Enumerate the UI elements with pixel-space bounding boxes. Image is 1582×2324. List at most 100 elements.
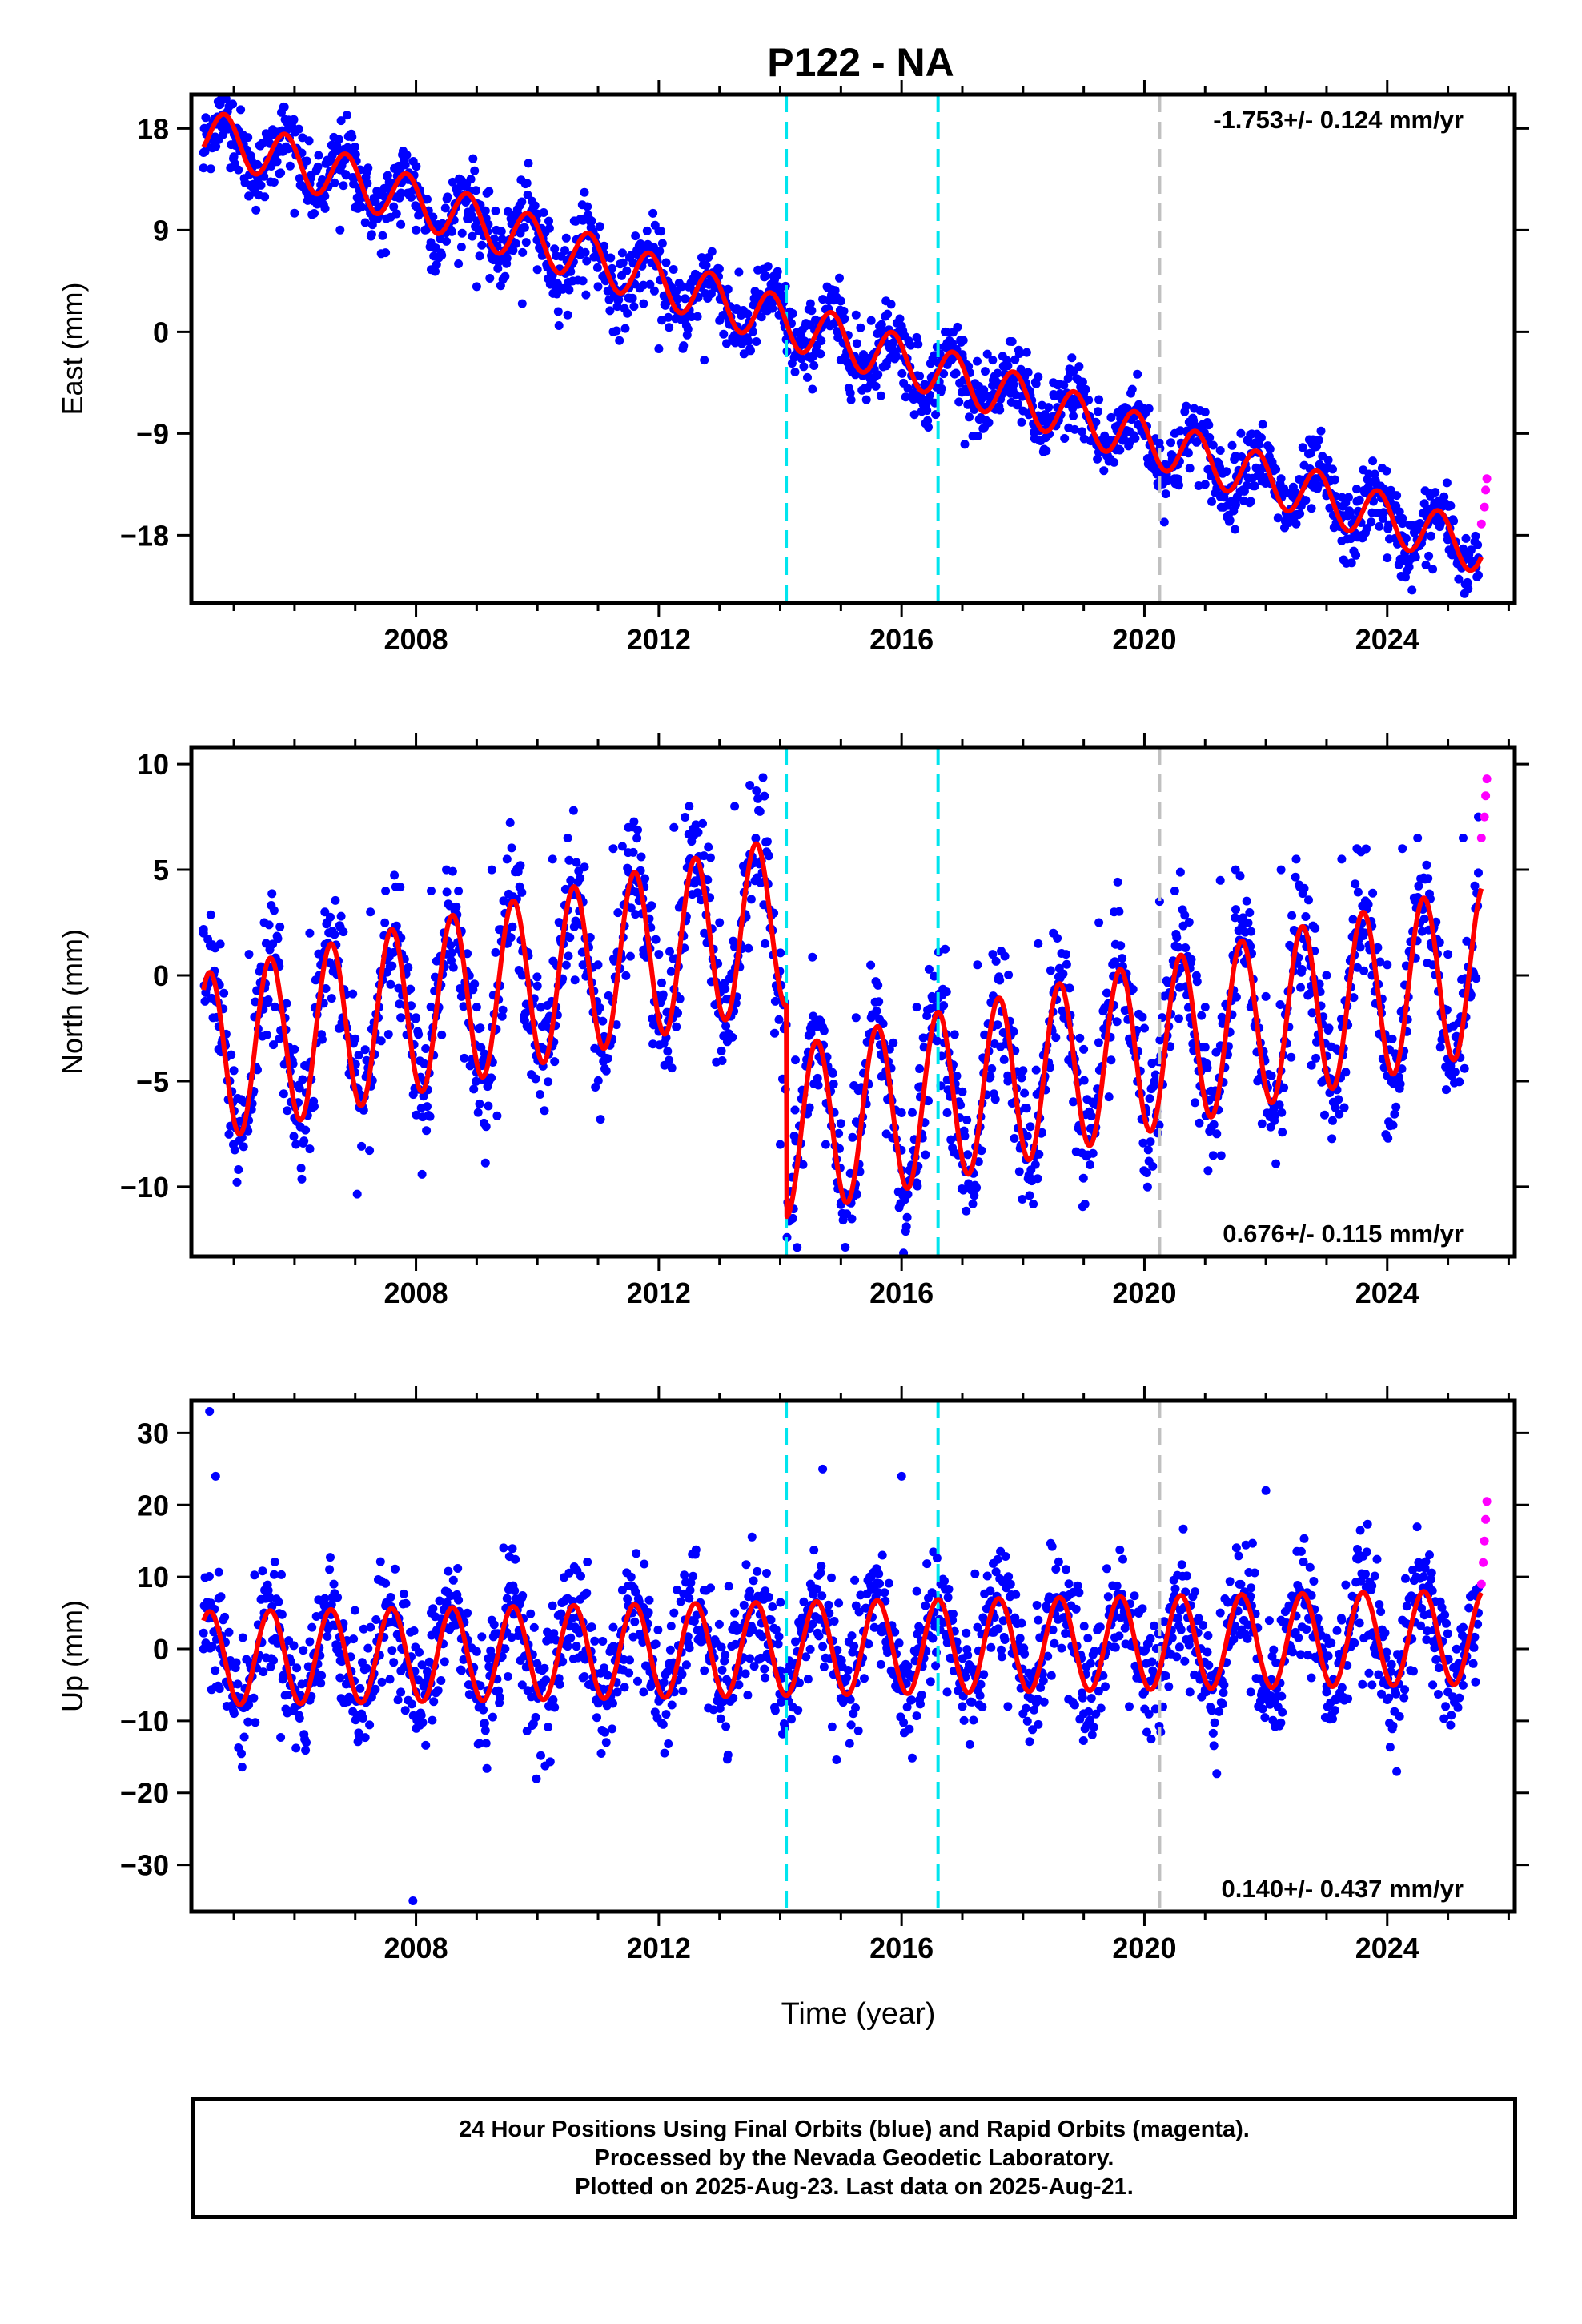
east-point — [493, 263, 503, 273]
north-point — [848, 1132, 857, 1142]
up-point — [626, 1572, 636, 1582]
east-point — [1255, 440, 1264, 449]
north-point — [995, 975, 1005, 985]
north-point — [1004, 970, 1014, 979]
north-point — [902, 1212, 912, 1222]
north-point — [1243, 918, 1253, 927]
east-point — [657, 316, 666, 325]
east-point — [846, 395, 856, 404]
figure-title: P122 - NA — [767, 40, 954, 85]
north-point — [1363, 899, 1373, 909]
up-point — [566, 1633, 576, 1642]
east-point — [830, 286, 840, 296]
east-point — [396, 219, 406, 229]
east-point — [626, 251, 636, 260]
north-point — [669, 822, 679, 832]
east-point — [1367, 517, 1376, 527]
north-point — [1368, 888, 1378, 898]
east-point — [1449, 517, 1459, 525]
east-point — [931, 410, 941, 420]
up-point — [224, 1627, 234, 1637]
north-point — [1174, 1014, 1183, 1023]
up-point — [510, 1586, 520, 1595]
north-point — [406, 984, 416, 994]
north-rate-label: 0.676+/- 0.115 mm/yr — [1223, 1220, 1464, 1248]
east-point — [915, 372, 925, 381]
east-point — [269, 178, 279, 187]
north-point — [1311, 1053, 1321, 1063]
east-point — [580, 247, 590, 257]
east-x-tick-label: 2016 — [869, 623, 934, 656]
up-point — [233, 1679, 243, 1689]
east-point — [655, 247, 665, 255]
up-point — [1000, 1635, 1010, 1644]
north-point — [1118, 954, 1127, 963]
up-point — [717, 1642, 726, 1652]
up-point — [1001, 1552, 1010, 1561]
up-point — [393, 1695, 403, 1705]
east-point — [1313, 481, 1323, 491]
north-point — [576, 874, 585, 883]
north-point — [960, 1132, 970, 1141]
up-point — [482, 1763, 492, 1773]
east-point — [1352, 497, 1362, 506]
north-point — [1287, 1052, 1296, 1062]
east-point — [351, 203, 360, 212]
north-point — [1030, 1160, 1040, 1169]
north-point — [1422, 860, 1431, 870]
north-point — [1203, 1063, 1212, 1072]
east-point — [979, 385, 989, 395]
east-y-tick-label: −18 — [120, 519, 169, 552]
north-point — [376, 1036, 386, 1046]
up-point — [905, 1724, 914, 1734]
north-point — [414, 1030, 424, 1039]
north-point — [516, 861, 525, 870]
north-point — [275, 922, 285, 931]
north-point — [206, 910, 215, 919]
up-point — [817, 1562, 826, 1570]
north-point — [1200, 1043, 1210, 1052]
east-point — [402, 151, 412, 159]
up-point — [1032, 1601, 1042, 1610]
up-point — [1015, 1634, 1025, 1643]
north-point — [1423, 874, 1433, 883]
east-point — [496, 227, 506, 236]
east-point — [1031, 379, 1041, 388]
north-point — [396, 1013, 406, 1023]
east-point — [1094, 407, 1102, 416]
east-point — [995, 405, 1005, 415]
east-point — [1155, 444, 1165, 453]
east-point — [1182, 401, 1191, 411]
east-point — [748, 327, 757, 336]
east-point — [320, 191, 330, 201]
east-point — [1115, 445, 1125, 455]
east-point — [1265, 444, 1275, 454]
up-point — [819, 1663, 829, 1671]
east-point — [892, 352, 901, 361]
up-point — [603, 1671, 612, 1680]
north-point — [1172, 933, 1182, 943]
north-point — [396, 883, 405, 892]
east-point — [236, 105, 246, 115]
up-point — [536, 1751, 545, 1760]
east-point — [1013, 400, 1022, 408]
north-point — [1104, 1092, 1114, 1102]
up-point — [685, 1586, 695, 1595]
east-point — [275, 169, 284, 179]
east-point — [427, 265, 436, 275]
north-point — [942, 1108, 952, 1117]
north-point — [1049, 928, 1058, 938]
north-point — [999, 1055, 1009, 1064]
north-point — [1146, 1137, 1155, 1147]
up-point — [295, 1714, 304, 1723]
up-point — [400, 1706, 410, 1715]
up-point — [440, 1657, 449, 1667]
north-point — [962, 1116, 972, 1124]
east-point — [206, 164, 215, 174]
north-point — [790, 1105, 800, 1115]
north-y-tick-label: −10 — [120, 1171, 169, 1204]
east-point — [1382, 466, 1391, 476]
up-point — [532, 1774, 541, 1783]
north-point — [1138, 1012, 1147, 1022]
